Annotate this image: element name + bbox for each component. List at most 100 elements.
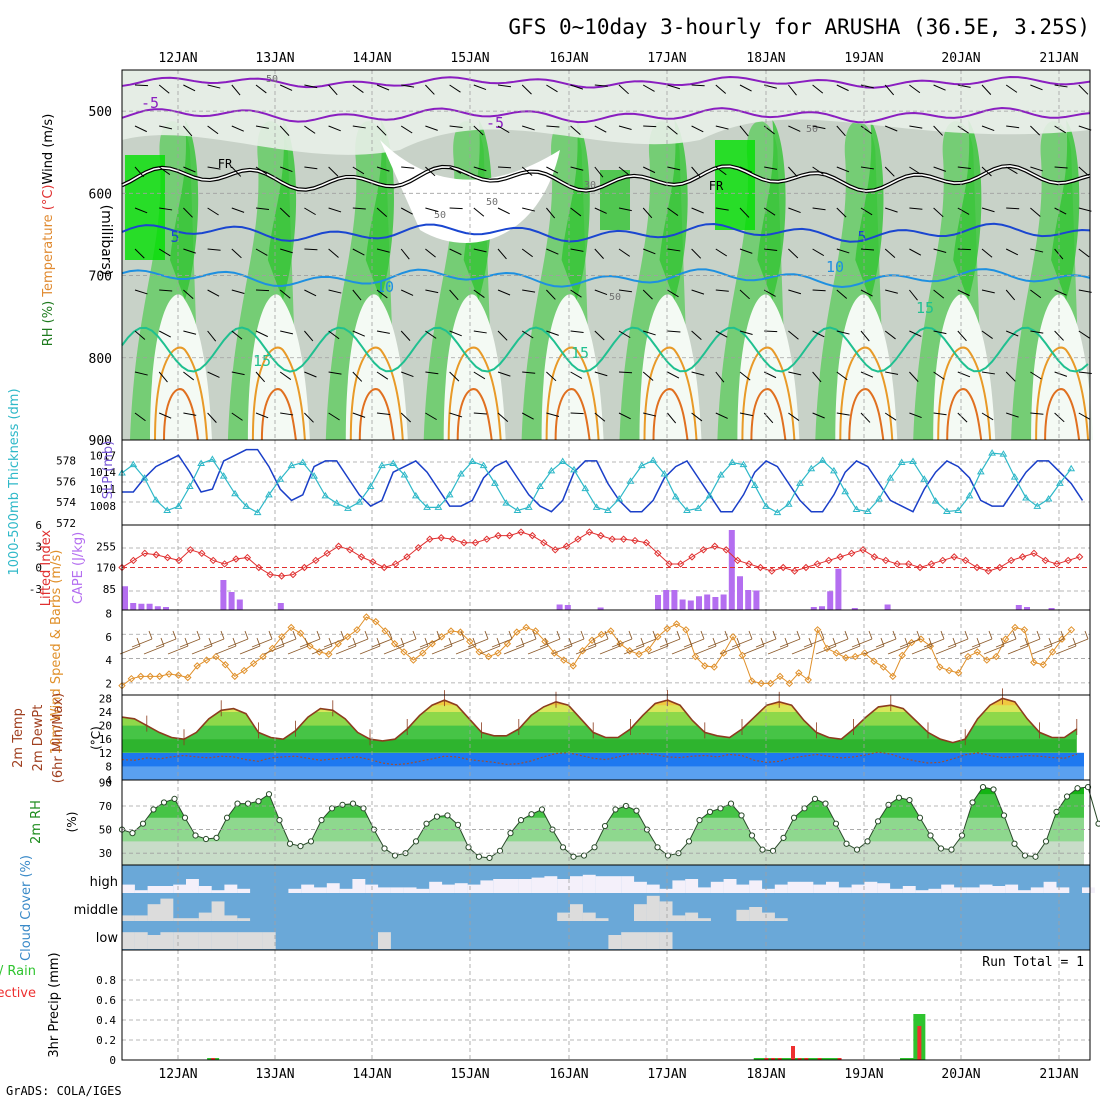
rh-marker (381, 845, 388, 852)
wind-barb (287, 645, 309, 655)
cape-bar (1024, 607, 1030, 610)
wind-barb (635, 638, 657, 648)
day-label-top: 14JAN (352, 51, 391, 66)
wind-barb (479, 645, 501, 655)
cape-bar (745, 590, 752, 610)
wind-barb (731, 638, 753, 648)
isotherm-10 (121, 268, 1091, 288)
wind-barb (119, 645, 141, 655)
wind-barb (256, 637, 261, 647)
li-marker (426, 535, 434, 543)
precip-conv-bar (804, 1058, 809, 1060)
thickness-marker (321, 491, 330, 499)
wind-marker (701, 662, 709, 670)
precip-conv-bar (837, 1058, 842, 1060)
thickness-marker (1022, 493, 1030, 501)
wind-marker (1030, 658, 1038, 667)
day-label-top: 15JAN (450, 51, 489, 66)
footer-credit: GrADS: COLA/IGES (6, 1084, 122, 1098)
rh-marker (601, 822, 609, 830)
rh-dry (737, 294, 800, 440)
wind-barb (719, 645, 741, 655)
li-marker (323, 549, 331, 558)
rh-dry (247, 294, 310, 440)
axis-label: 2m RH (29, 800, 44, 844)
wind-barb (425, 412, 437, 421)
cape-bar (819, 606, 825, 610)
axis-label-part: 1000-500mb Thickness (dm) (7, 388, 22, 575)
y-tick-label: 578 (56, 454, 76, 467)
li-series (121, 531, 1080, 577)
thickness-marker (242, 502, 251, 509)
wind-barb (724, 630, 729, 640)
freezing-level-inner (121, 165, 1091, 192)
cloud-clear (749, 880, 763, 893)
li-marker (562, 542, 571, 550)
wind-barb (383, 645, 405, 655)
wind-barb (933, 412, 947, 416)
wind-barb (522, 289, 536, 293)
wind-barb (522, 371, 536, 374)
y-tick-label: 170 (96, 562, 116, 575)
thickness-marker (909, 457, 917, 464)
wind-marker (663, 624, 671, 633)
wind-marker (889, 672, 897, 681)
wind-barb (1084, 630, 1089, 640)
rh-marker (517, 817, 525, 824)
y-tick-label: 0.8 (96, 974, 116, 987)
wind-barb (860, 207, 873, 216)
wind-marker (221, 661, 230, 669)
day-label-top: 12JAN (158, 51, 197, 66)
cloud-clear (595, 876, 609, 893)
wind-barb (279, 371, 292, 380)
wind-marker (212, 652, 220, 661)
precip-label-conv: Convective (0, 986, 36, 1001)
wind-barb (400, 289, 414, 296)
wind-barb (964, 630, 969, 640)
precip-conv-bar (917, 1026, 922, 1060)
wind-barb (667, 125, 678, 135)
wind-barb (328, 84, 338, 96)
wind-barb (570, 84, 584, 90)
wind-marker (766, 679, 775, 688)
rh-marker (234, 800, 241, 807)
rh-marker (822, 800, 829, 807)
wind-barb (623, 645, 645, 655)
cloud-clear (608, 935, 622, 949)
wind-barb (546, 84, 558, 93)
cape-bar (597, 607, 604, 610)
rh-marker (475, 853, 483, 860)
wind-barb (521, 330, 534, 339)
wind-barb (643, 125, 657, 128)
wind-barb (496, 637, 501, 647)
rh-marker (255, 798, 262, 805)
rh-marker (297, 843, 304, 850)
wind-barb (1078, 289, 1092, 293)
axis-label: Cloud Cover (%) (19, 855, 34, 961)
wind-barb (570, 207, 582, 217)
wind-barb (715, 125, 729, 130)
wind-marker (475, 648, 483, 656)
wind-barb (594, 371, 608, 377)
wind-barb (667, 84, 681, 90)
rh-band (978, 787, 1084, 795)
wind-barb (436, 630, 441, 640)
temp-contour-20 (154, 346, 208, 441)
cloud-clear (582, 874, 596, 893)
wind-barb (304, 637, 309, 647)
precip-conv-bar (797, 1058, 802, 1060)
cloud-clear (352, 879, 366, 893)
wind-marker (249, 659, 258, 668)
wind-barb (909, 125, 923, 129)
rh-marker (444, 812, 451, 819)
wind-barb (715, 289, 729, 292)
wind-barb (880, 637, 885, 647)
wind-barb (455, 645, 477, 655)
wind-barb (884, 248, 896, 259)
wind-barb (134, 371, 148, 376)
rh-marker (528, 811, 535, 818)
li-marker (152, 551, 160, 559)
wind-barb (594, 207, 607, 214)
rh-dry (345, 294, 408, 440)
axis-label: (6hr Min/Max) (51, 693, 66, 783)
